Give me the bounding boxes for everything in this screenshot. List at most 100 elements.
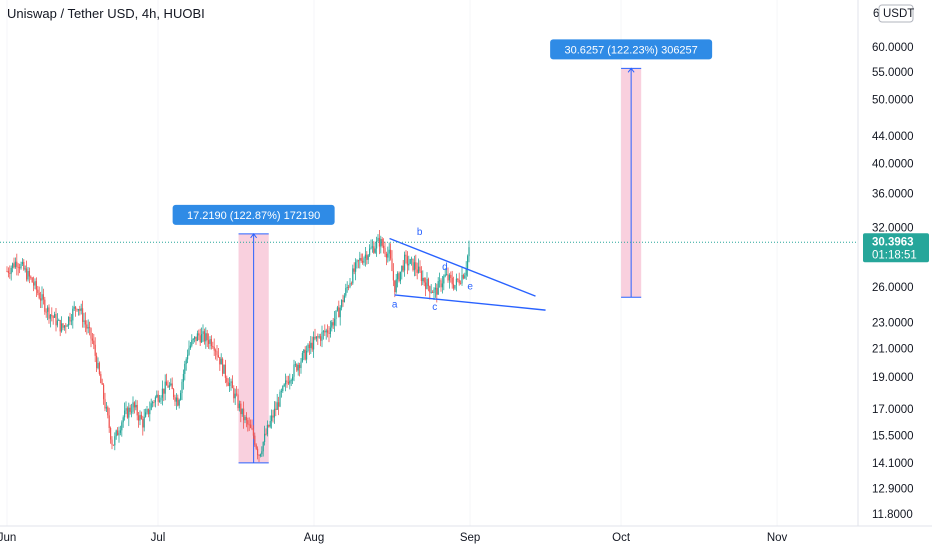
- candle-body: [54, 314, 56, 318]
- candle-body: [111, 439, 113, 445]
- candle-body: [248, 424, 250, 426]
- candle-body: [26, 268, 28, 280]
- candle-body: [329, 327, 331, 335]
- candle-body: [443, 276, 445, 284]
- y-tick-label: 36.0000: [872, 189, 914, 201]
- candle-body: [447, 274, 449, 281]
- candle-body: [294, 364, 296, 366]
- x-tick-label: Jun: [0, 532, 16, 544]
- candle-body: [413, 262, 415, 271]
- candle-body: [439, 280, 441, 282]
- candle-body: [338, 307, 340, 318]
- candle-body: [48, 307, 50, 319]
- candle-body: [44, 299, 46, 312]
- candle-body: [73, 306, 75, 309]
- candle-body: [269, 421, 271, 427]
- candle-body: [251, 427, 253, 430]
- candle-body: [268, 425, 270, 427]
- measure-label: 17.2190 (122.87%) 172190: [187, 210, 320, 222]
- candle-body: [433, 289, 435, 293]
- candle-body: [188, 347, 190, 355]
- candle-body: [140, 414, 142, 420]
- candle-body: [55, 314, 57, 326]
- wedge-pattern[interactable]: a b c d e: [389, 227, 546, 313]
- candle-body: [10, 267, 12, 274]
- candle-body: [416, 269, 418, 273]
- x-tick-label: Aug: [304, 532, 324, 544]
- candle-body: [145, 412, 147, 417]
- candle-body: [320, 336, 322, 341]
- upper-trendline[interactable]: [389, 237, 536, 297]
- candle-body: [287, 381, 289, 384]
- candle-body: [279, 391, 281, 407]
- candle-body: [245, 416, 247, 421]
- candle-body: [460, 283, 462, 285]
- candle-body: [70, 320, 72, 322]
- candle-body: [406, 256, 408, 266]
- candle-body: [367, 255, 369, 260]
- candle-body: [103, 384, 105, 400]
- price-badge-value: 30.3963: [872, 236, 914, 248]
- candle-body: [192, 338, 194, 341]
- y-tick-label: 60.0000: [872, 42, 914, 54]
- candle-body: [82, 308, 84, 322]
- candle-body: [321, 332, 323, 341]
- candle-body: [391, 258, 393, 272]
- candle-body: [384, 248, 386, 254]
- candle-body: [170, 383, 172, 386]
- candle-body: [63, 325, 65, 328]
- candle-body: [30, 276, 32, 278]
- candle-body: [390, 249, 392, 259]
- candle-body: [465, 268, 467, 276]
- candle-body: [96, 355, 98, 369]
- candle-body: [335, 310, 337, 319]
- candle-body: [378, 237, 380, 247]
- candle-body: [297, 364, 299, 371]
- candle-body: [259, 454, 261, 456]
- candle-body: [388, 249, 390, 254]
- candle-body: [432, 292, 434, 293]
- candle-body: [72, 308, 74, 321]
- candle-body: [381, 239, 383, 246]
- candle-body: [97, 362, 99, 369]
- candle-body: [79, 309, 81, 311]
- y-tick-label: 12.9000: [872, 483, 914, 495]
- candle-body: [373, 246, 375, 253]
- currency-badge[interactable]: 6 USDT: [873, 4, 914, 23]
- measure-box[interactable]: 30.6257 (122.23%) 306257: [550, 39, 713, 298]
- candle-body: [405, 254, 407, 257]
- candle-body: [441, 283, 443, 288]
- candle-body: [404, 254, 406, 271]
- candle-body: [33, 282, 35, 286]
- candle-body: [444, 274, 446, 277]
- candle-body: [254, 435, 256, 445]
- y-tick-label: 19.0000: [872, 372, 914, 384]
- candle-body: [236, 393, 238, 395]
- measure-box[interactable]: 17.2190 (122.87%) 172190: [172, 204, 335, 464]
- candle-body: [59, 320, 61, 332]
- lower-trendline[interactable]: [394, 294, 546, 311]
- candle-body: [121, 422, 123, 431]
- candle-body: [153, 402, 155, 403]
- candle-body: [255, 444, 257, 449]
- candle-body: [34, 281, 36, 286]
- measure-tools[interactable]: 17.2190 (122.87%) 172190 30.6257 (122.23%…: [172, 39, 713, 464]
- candle-body: [212, 346, 214, 347]
- candle-body: [184, 363, 186, 374]
- y-tick-label: 11.8000: [872, 509, 913, 521]
- x-axis[interactable]: Jun Jul Aug Sep Oct Nov: [0, 532, 788, 544]
- candle-body: [458, 279, 460, 284]
- y-tick-label: 26.0000: [872, 282, 914, 294]
- candle-body: [152, 402, 154, 404]
- candle-body: [356, 260, 358, 263]
- y-axis[interactable]: 60.0000 55.0000 50.0000 44.0000 40.0000 36.00…: [872, 42, 914, 521]
- candle-body: [86, 324, 88, 329]
- candle-body: [217, 355, 219, 358]
- candle-body: [143, 416, 145, 428]
- candle-body: [174, 396, 176, 402]
- currency-box: [878, 4, 914, 23]
- candle-body: [300, 361, 302, 369]
- candle-body: [198, 333, 200, 336]
- candle-body: [139, 414, 141, 421]
